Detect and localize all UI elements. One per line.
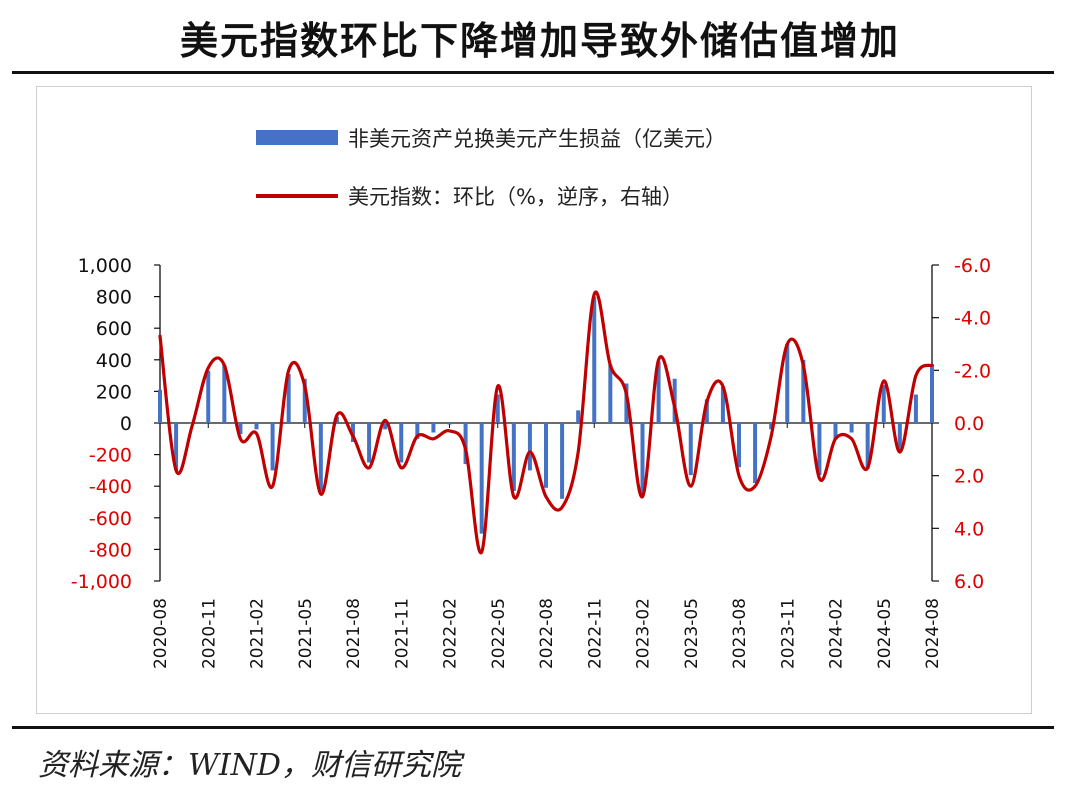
right-tick-label: 6.0	[954, 571, 984, 593]
right-tick-label: -6.0	[954, 255, 991, 277]
chart-frame	[36, 86, 1032, 714]
x-tick-label: 2020-08	[151, 598, 171, 669]
bar	[688, 423, 693, 476]
legend-bar-swatch	[256, 130, 338, 145]
bar	[495, 394, 500, 423]
x-tick-label: 2021-11	[392, 598, 412, 669]
x-tick-label: 2022-02	[441, 598, 461, 669]
bar	[656, 361, 661, 423]
bar	[544, 423, 548, 488]
x-tick-label: 2024-02	[827, 598, 847, 669]
bar	[737, 423, 741, 468]
bar	[704, 399, 709, 423]
x-tick-label: 2024-05	[875, 598, 895, 669]
left-tick-label: -600	[89, 508, 132, 530]
line-series	[158, 290, 934, 555]
left-tick-label: -800	[89, 539, 132, 561]
x-tick-label: 2023-02	[634, 598, 654, 669]
left-tick-label: -400	[89, 476, 132, 498]
usd-index-line	[158, 290, 934, 555]
bar-series	[158, 296, 934, 534]
bar	[511, 423, 516, 491]
bar	[479, 423, 484, 534]
bar	[527, 423, 532, 471]
bar	[431, 423, 436, 433]
left-tick-label: 600	[96, 318, 132, 340]
bar	[158, 389, 162, 423]
bar	[447, 423, 452, 425]
bar	[286, 374, 291, 423]
bar	[302, 378, 307, 423]
legend: 非美元资产兑换美元产生损益（亿美元） 美元指数：环比（%，逆序，右轴）	[256, 127, 726, 209]
bar	[881, 385, 886, 423]
title-rule	[12, 71, 1054, 74]
bar	[817, 423, 822, 476]
x-tick-label: 2022-11	[585, 598, 605, 669]
x-tick-label: 2022-08	[537, 598, 557, 669]
bar	[399, 423, 404, 463]
bar	[415, 423, 420, 439]
left-tick-label: -200	[89, 445, 132, 467]
x-tick-label: 2023-05	[682, 598, 702, 669]
x-tick-label: 2023-08	[730, 598, 750, 669]
bar	[222, 364, 227, 423]
bar	[897, 423, 902, 452]
bar	[367, 423, 372, 463]
bar	[270, 423, 275, 471]
x-tick-label: 2024-08	[923, 598, 943, 669]
source-rule	[12, 726, 1054, 729]
left-tick-label: 0	[120, 413, 132, 435]
bar	[592, 296, 597, 423]
left-tick-label: 400	[96, 350, 132, 372]
bar	[463, 423, 468, 465]
right-tick-label: 0.0	[954, 413, 984, 435]
bar	[560, 423, 565, 499]
right-tick-label: 2.0	[954, 466, 984, 488]
chart-title: 美元指数环比下降增加导致外储估值增加	[179, 18, 900, 63]
bar	[865, 423, 870, 469]
bar	[254, 423, 259, 430]
bar	[849, 423, 854, 433]
right-tick-label: -4.0	[954, 308, 991, 330]
axes: 1,000 800 600 400 200 0 -200 -400 -600 -800 -1,000…	[71, 255, 991, 669]
bar	[913, 394, 918, 423]
bar	[640, 423, 645, 495]
bar	[318, 423, 323, 491]
bar	[383, 423, 388, 430]
bar	[206, 370, 211, 423]
bar	[753, 423, 758, 484]
bar	[785, 344, 790, 423]
bar	[720, 386, 725, 423]
x-tick-label: 2023-11	[778, 598, 798, 669]
bar	[238, 423, 243, 435]
right-tick-label: 4.0	[954, 518, 984, 540]
bar	[351, 423, 355, 442]
source-note: 资料来源：WIND，财信研究院	[38, 748, 461, 783]
bar	[769, 423, 774, 430]
right-tick-label: -2.0	[954, 360, 991, 382]
x-tick-label: 2022-05	[489, 598, 509, 669]
bar	[174, 423, 179, 471]
left-tick-label: -1,000	[71, 571, 132, 593]
bar	[624, 383, 629, 423]
left-tick-label: 800	[96, 287, 132, 309]
x-tick-label: 2021-08	[344, 598, 364, 669]
x-tick-label: 2021-02	[248, 598, 268, 669]
bar	[801, 359, 806, 423]
legend-line-label: 美元指数：环比（%，逆序，右轴）	[348, 185, 683, 209]
bar	[833, 423, 838, 439]
bar	[576, 410, 581, 423]
x-tick-label: 2020-11	[199, 598, 219, 669]
bar	[930, 364, 934, 423]
left-tick-label: 1,000	[78, 255, 132, 277]
left-tick-label: 200	[96, 381, 132, 403]
bar	[608, 364, 613, 423]
legend-bar-label: 非美元资产兑换美元产生损益（亿美元）	[348, 127, 726, 151]
x-tick-label: 2021-05	[296, 598, 316, 669]
